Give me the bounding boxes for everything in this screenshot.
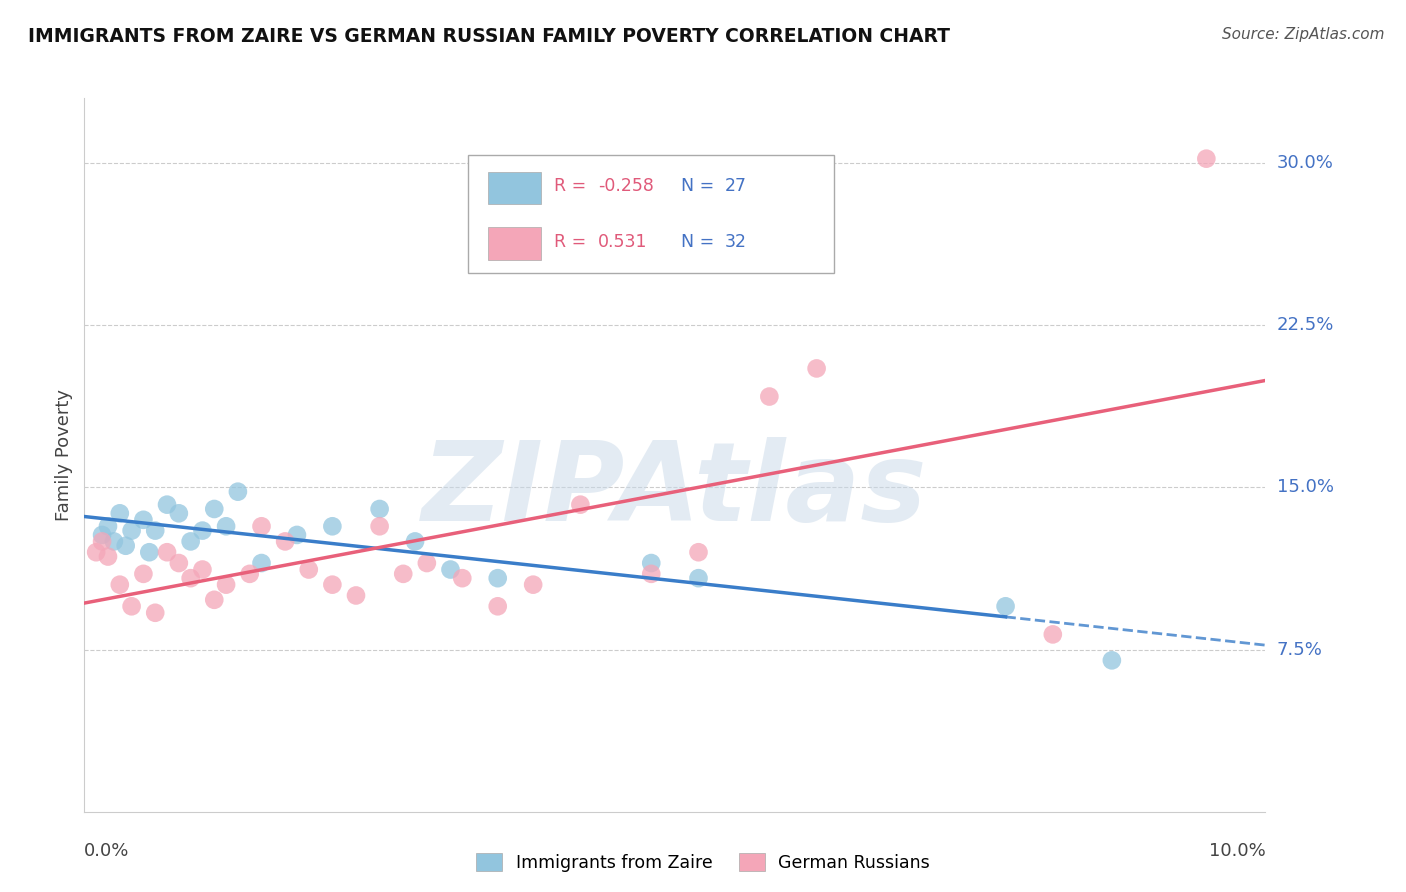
Point [994, 599, 1017, 614]
FancyBboxPatch shape [468, 155, 834, 273]
Point [191, 562, 214, 576]
Point [1101, 653, 1123, 667]
Point [298, 562, 321, 576]
Point [344, 589, 367, 603]
Text: -0.258: -0.258 [598, 178, 654, 195]
Point [688, 571, 710, 585]
Point [274, 534, 297, 549]
Legend: Immigrants from Zaire, German Russians: Immigrants from Zaire, German Russians [468, 847, 938, 879]
Point [439, 562, 461, 576]
Point [91, 534, 114, 549]
Point [121, 599, 143, 614]
Point [108, 577, 131, 591]
Point [250, 519, 273, 533]
Point [191, 524, 214, 538]
Point [143, 524, 166, 538]
Point [1195, 152, 1218, 166]
Point [758, 390, 780, 404]
Point [132, 566, 155, 581]
Text: 32: 32 [724, 233, 747, 251]
Point [103, 534, 125, 549]
Bar [488, 172, 541, 204]
Point [806, 361, 828, 376]
Text: 15.0%: 15.0% [1277, 478, 1333, 496]
Point [108, 506, 131, 520]
Point [368, 519, 391, 533]
Point [91, 528, 114, 542]
Point [285, 528, 308, 542]
Point [640, 556, 662, 570]
Point [156, 498, 179, 512]
Point [156, 545, 179, 559]
Text: 22.5%: 22.5% [1277, 316, 1334, 334]
Bar [488, 227, 541, 260]
Point [416, 556, 439, 570]
Point [368, 502, 391, 516]
Text: 27: 27 [724, 178, 747, 195]
Text: 7.5%: 7.5% [1277, 640, 1323, 658]
Point [688, 545, 710, 559]
Point [404, 534, 426, 549]
Point [321, 519, 343, 533]
Y-axis label: Family Poverty: Family Poverty [55, 389, 73, 521]
Text: N =: N = [681, 178, 720, 195]
Point [84, 545, 107, 559]
Text: 0.531: 0.531 [598, 233, 648, 251]
Point [226, 484, 249, 499]
Point [321, 577, 343, 591]
Point [486, 599, 509, 614]
Point [180, 534, 202, 549]
Point [215, 577, 238, 591]
Text: 30.0%: 30.0% [1277, 154, 1333, 172]
Point [132, 513, 155, 527]
Point [97, 519, 120, 533]
Point [392, 566, 415, 581]
Point [202, 592, 225, 607]
Text: N =: N = [681, 233, 720, 251]
Point [451, 571, 474, 585]
Point [114, 539, 136, 553]
Text: 10.0%: 10.0% [1209, 842, 1265, 860]
Text: Source: ZipAtlas.com: Source: ZipAtlas.com [1222, 27, 1385, 42]
Text: R =: R = [554, 178, 592, 195]
Text: ZIPAtlas: ZIPAtlas [422, 437, 928, 544]
Point [522, 577, 544, 591]
Point [486, 571, 509, 585]
Point [1042, 627, 1064, 641]
Point [250, 556, 273, 570]
Point [143, 606, 166, 620]
Point [97, 549, 120, 564]
Point [180, 571, 202, 585]
Text: R =: R = [554, 233, 598, 251]
Text: IMMIGRANTS FROM ZAIRE VS GERMAN RUSSIAN FAMILY POVERTY CORRELATION CHART: IMMIGRANTS FROM ZAIRE VS GERMAN RUSSIAN … [28, 27, 950, 45]
Point [138, 545, 160, 559]
Point [239, 566, 262, 581]
Point [202, 502, 225, 516]
Point [640, 566, 662, 581]
Point [569, 498, 592, 512]
Point [167, 556, 190, 570]
Point [121, 524, 143, 538]
Point [167, 506, 190, 520]
Text: 0.0%: 0.0% [84, 842, 129, 860]
Point [215, 519, 238, 533]
